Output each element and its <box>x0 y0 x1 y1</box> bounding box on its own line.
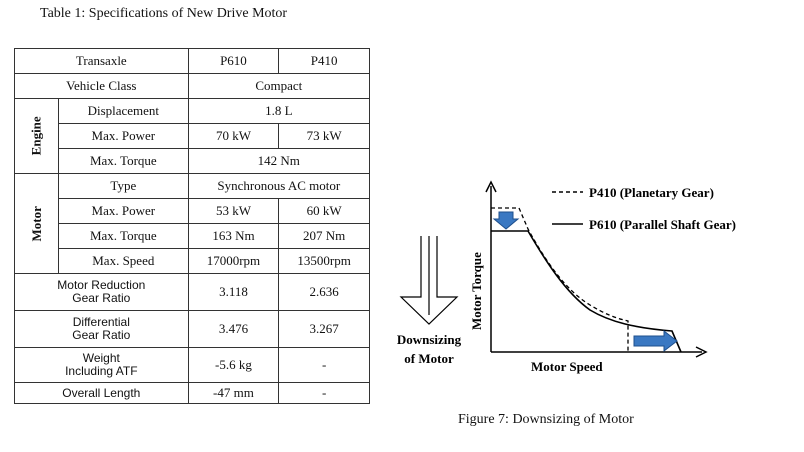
figure-caption: Figure 7: Downsizing of Motor <box>458 412 634 427</box>
specifications-table: Transaxle P610 P410 Vehicle Class Compac… <box>13 48 371 404</box>
weight-label-line1: Weight <box>82 351 120 366</box>
speed-increase-arrow-icon <box>633 329 678 353</box>
downsizing-label-line1: Downsizing <box>397 332 462 347</box>
differential-label-line2: Gear Ratio <box>72 328 131 342</box>
displacement-label: Displacement <box>58 98 189 124</box>
table-row: Transaxle P610 P410 <box>14 48 370 74</box>
table-row: Motor Type Synchronous AC motor <box>13 173 371 274</box>
legend-p610-text: P610 (Parallel Shaft Gear) <box>589 217 736 232</box>
overall-length-label: Overall Length <box>14 382 189 404</box>
displacement-value: 1.8 L <box>187 98 371 124</box>
transaxle-label: Transaxle <box>14 48 189 74</box>
x-axis-label: Motor Speed <box>531 359 603 374</box>
table-row: Max. Power 53 kW 60 kW <box>15 198 370 224</box>
vehicle-class-label: Vehicle Class <box>14 73 189 99</box>
table-caption: Table 1: Specifications of New Drive Mot… <box>40 6 288 21</box>
table-row: Engine Displacement 1.8 L <box>13 98 371 174</box>
table-row: Max. Speed 17000rpm 13500rpm <box>15 248 370 274</box>
header-p410: P410 <box>278 48 370 74</box>
table-row: Max. Torque 142 Nm <box>15 148 371 174</box>
engine-max-torque-label: Max. Torque <box>58 148 189 174</box>
table-row: Overall Length -47 mm - <box>14 382 370 404</box>
y-axis-arrowhead <box>485 180 497 193</box>
table-row: Max. Power 70 kW 73 kW <box>15 123 370 149</box>
differential-label-line1: Differential <box>72 315 130 330</box>
legend-p410-text: P410 (Planetary Gear) <box>589 185 714 200</box>
table-row: Motor Reduction Gear Ratio 3.118 2.636 <box>14 273 370 311</box>
overall-length-p410: - <box>278 382 370 404</box>
motor-max-power-p610: 53 kW <box>187 198 280 224</box>
motor-reduction-label-line1: Motor Reduction <box>57 278 146 293</box>
motor-reduction-label: Motor Reduction Gear Ratio <box>14 273 189 311</box>
motor-max-torque-p410: 207 Nm <box>278 223 370 249</box>
motor-type-value: Synchronous AC motor <box>187 173 371 199</box>
motor-max-torque-label: Max. Torque <box>58 223 189 249</box>
engine-max-power-p410: 73 kW <box>278 123 370 149</box>
engine-max-power-p610: 70 kW <box>187 123 280 149</box>
y-axis-label: Motor Torque <box>469 252 484 330</box>
downsizing-arrow-icon <box>399 236 459 325</box>
engine-max-power-label: Max. Power <box>58 123 189 149</box>
differential-label: Differential Gear Ratio <box>14 310 189 348</box>
overall-length-p610: -47 mm <box>187 382 280 404</box>
motor-max-power-label: Max. Power <box>58 198 189 224</box>
header-p610: P610 <box>187 48 280 74</box>
table-row: Vehicle Class Compact <box>14 73 371 99</box>
table-row: Differential Gear Ratio 3.476 3.267 <box>14 310 370 348</box>
motor-group-cell: Motor <box>13 173 60 274</box>
p610-torque-curve <box>491 230 682 353</box>
downsizing-label-line2: of Motor <box>404 351 454 366</box>
motor-max-power-p410: 60 kW <box>278 198 370 224</box>
table-row: Weight Including ATF -5.6 kg - <box>14 347 370 383</box>
motor-reduction-p410: 2.636 <box>278 273 370 311</box>
engine-max-torque-value: 142 Nm <box>187 148 371 174</box>
motor-max-speed-p610: 17000rpm <box>187 248 280 274</box>
torque-increase-arrow-icon <box>492 211 520 230</box>
weight-label-line2: Including ATF <box>65 364 138 378</box>
x-axis-arrowhead <box>695 346 708 358</box>
differential-p410: 3.267 <box>278 310 370 348</box>
motor-reduction-p610: 3.118 <box>187 273 280 311</box>
weight-label: Weight Including ATF <box>14 347 189 383</box>
motor-reduction-label-line2: Gear Ratio <box>72 291 131 305</box>
motor-max-speed-label: Max. Speed <box>58 248 189 274</box>
